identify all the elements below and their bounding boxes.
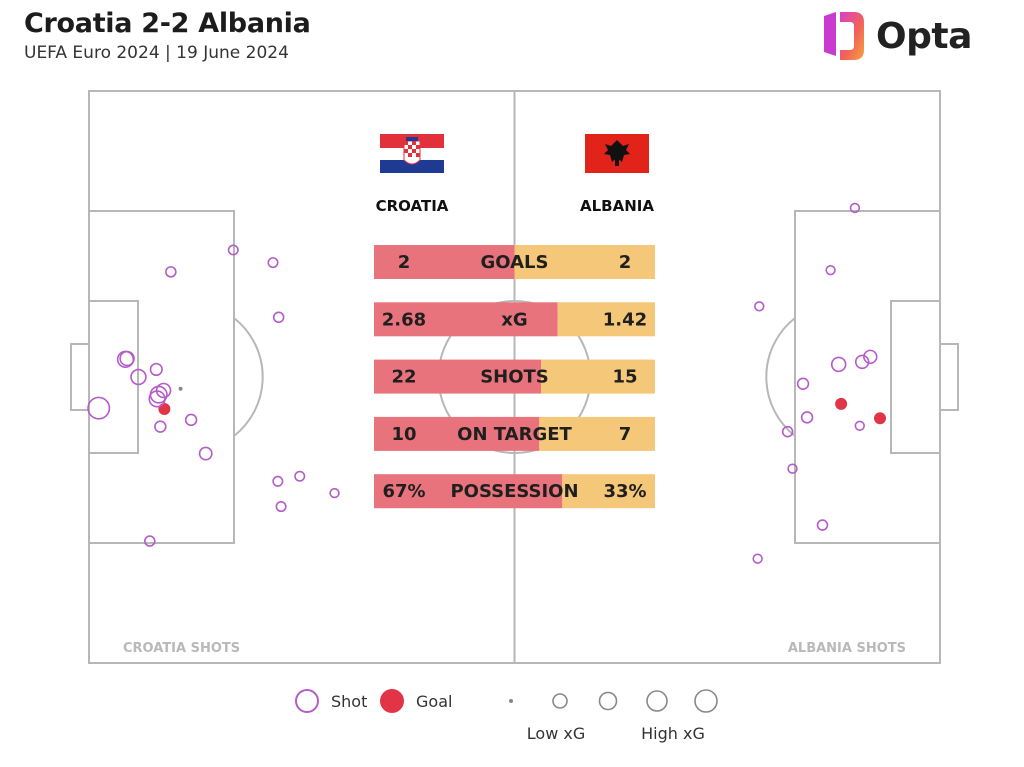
stat-label-2: SHOTS <box>480 367 549 388</box>
away-shot-marker <box>816 519 829 531</box>
stat-away-value-1: 1.42 <box>603 309 647 330</box>
stat-bars: 2 GOALS 2 2.68 xG 1.42 22 SHOTS 15 10 ON TARGET 7 67… <box>374 245 655 509</box>
right-six-yard-box <box>890 300 941 454</box>
legend-size-circle <box>598 691 618 711</box>
albania-flag-icon <box>585 134 649 173</box>
away-shot-marker <box>752 553 763 564</box>
home-shot-marker <box>87 396 111 420</box>
left-penalty-arc <box>233 317 264 437</box>
away-team-name: ALBANIA <box>580 197 654 215</box>
home-shot-marker <box>198 446 213 461</box>
stat-away-value-3: 7 <box>619 424 632 445</box>
away-shot-marker <box>787 463 798 474</box>
stat-home-value-1: 2.68 <box>382 309 426 330</box>
stat-home-value-3: 10 <box>391 424 416 445</box>
away-shot-markers <box>752 202 887 564</box>
home-shots-label: CROATIA SHOTS <box>123 641 240 656</box>
home-shot-marker <box>144 535 156 547</box>
legend-size-circle <box>646 690 668 712</box>
stat-home-value-2: 22 <box>391 367 416 388</box>
left-goal <box>70 343 90 411</box>
stat-label-1: xG <box>501 309 527 330</box>
stat-bar-home-1 <box>374 302 558 337</box>
home-shot-marker <box>272 311 285 324</box>
opta-logo: Opta <box>818 10 978 68</box>
stat-bar-away-3 <box>539 416 655 451</box>
away-shot-marker <box>754 301 765 312</box>
stat-bar-away-0 <box>514 245 655 279</box>
legend-shot-icon <box>295 689 319 713</box>
home-shot-marker <box>165 266 177 278</box>
home-shot-marker <box>119 350 135 367</box>
home-shot-marker <box>275 501 287 513</box>
legend-high-xg-label: High xG <box>641 724 705 743</box>
away-shots-label: ALBANIA SHOTS <box>788 641 906 656</box>
away-goal-marker <box>835 397 848 410</box>
right-penalty-area <box>794 210 941 544</box>
away-goal-marker <box>874 412 887 425</box>
stat-label-4: POSSESSION <box>450 481 578 502</box>
legend-shot-label: Shot <box>331 692 367 711</box>
stat-label-0: GOALS <box>481 252 549 273</box>
away-shot-marker <box>863 349 878 365</box>
opta-logo-icon <box>824 12 864 60</box>
left-penalty-area <box>88 210 235 544</box>
home-shot-marker <box>329 487 340 499</box>
home-shot-marker <box>154 420 167 433</box>
stat-bar-away-2 <box>541 359 655 394</box>
home-shot-marker <box>155 382 172 399</box>
home-shot-marker <box>227 244 239 256</box>
stat-home-value-4: 67% <box>382 481 425 502</box>
home-shot-marker <box>178 386 183 391</box>
stat-bar-home-3 <box>374 416 540 451</box>
away-shot-marker <box>854 420 865 431</box>
home-goal-marker <box>158 402 171 415</box>
stat-away-value-2: 15 <box>612 367 637 388</box>
home-shot-marker <box>272 475 284 487</box>
legend-size-circle <box>694 689 718 713</box>
home-shot-marker <box>184 413 198 427</box>
page-title: Croatia 2-2 Albania <box>24 8 311 39</box>
stat-label-3: ON TARGET <box>457 424 572 445</box>
away-shot-marker <box>825 264 836 276</box>
legend-goal-icon <box>380 689 404 713</box>
home-shot-marker <box>130 368 147 386</box>
away-shot-marker <box>830 356 847 373</box>
away-shot-marker <box>781 425 794 438</box>
legend-goal-label: Goal <box>416 692 452 711</box>
legend-size-circle <box>552 693 568 709</box>
home-shot-marker <box>294 470 306 482</box>
stat-away-value-4: 33% <box>603 481 646 502</box>
away-shot-marker <box>849 202 861 214</box>
stat-away-value-0: 2 <box>619 252 632 273</box>
right-penalty-arc <box>765 317 796 437</box>
legend-size-dot <box>509 699 513 703</box>
home-shot-markers <box>87 244 340 547</box>
away-shot-marker <box>854 354 870 370</box>
home-team-name: CROATIA <box>376 197 449 215</box>
away-shot-marker <box>796 377 810 390</box>
croatia-flag-icon <box>380 134 444 173</box>
stat-bar-home-2 <box>374 359 542 394</box>
opta-logo-text: Opta <box>876 16 972 57</box>
stat-home-value-0: 2 <box>398 252 411 273</box>
right-goal <box>939 343 959 411</box>
legend: Shot Goal Low xG High xG <box>295 689 718 743</box>
stat-bar-home-0 <box>374 245 515 279</box>
legend-size-scale <box>509 689 718 713</box>
home-shot-marker <box>149 362 163 377</box>
home-shot-marker <box>267 257 279 269</box>
legend-low-xg-label: Low xG <box>527 724 585 743</box>
page-subtitle: UEFA Euro 2024 | 19 June 2024 <box>24 43 289 63</box>
stat-bar-away-1 <box>557 302 655 337</box>
away-shot-marker <box>800 411 814 424</box>
stat-bar-home-4 <box>374 474 563 509</box>
stat-bar-away-4 <box>562 474 655 509</box>
